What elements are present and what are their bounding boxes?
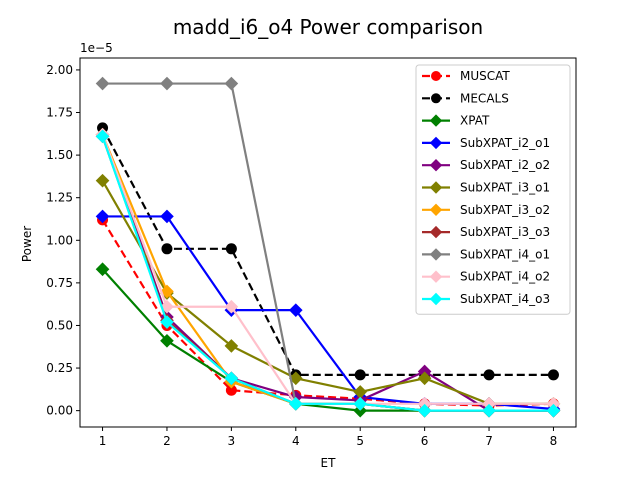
legend-label: XPAT — [460, 114, 490, 128]
data-point — [429, 114, 443, 127]
data-point — [353, 385, 368, 399]
data-point — [224, 371, 239, 386]
axes-frame — [79, 57, 577, 428]
x-tick-label: 7 — [485, 434, 493, 448]
data-point — [429, 159, 443, 172]
data-point — [429, 181, 443, 194]
data-point — [429, 225, 443, 239]
x-tick-label: 2 — [163, 434, 171, 448]
y-axis-label: Power — [20, 226, 34, 262]
series-line — [101, 127, 554, 376]
data-point — [431, 71, 441, 81]
data-point — [95, 173, 110, 188]
legend-label: SubXPAT_i4_o1 — [460, 247, 550, 261]
data-point — [353, 397, 368, 411]
x-tick-label: 5 — [356, 434, 364, 448]
data-point — [160, 76, 174, 91]
legend: MUSCAT MECALS XPAT SubXPAT_i2_o1 SubXPAT_i2_… — [415, 64, 571, 315]
x-tick-label: 6 — [421, 434, 429, 448]
data-point — [161, 243, 173, 255]
data-point — [417, 403, 432, 418]
x-axis-label: ET — [321, 456, 337, 470]
x-tick-label: 1 — [99, 434, 107, 448]
data-point — [224, 299, 239, 314]
data-point — [95, 262, 110, 277]
ticks-layer: 1 2 3 4 5 6 7 8 0.00 0.25 0.50 0.75 1.00 1.25 1.50 1.75… — [46, 63, 557, 448]
data-point — [225, 243, 237, 255]
legend-label: SubXPAT_i3_o1 — [460, 181, 550, 195]
data-point — [160, 333, 174, 348]
data-point — [429, 270, 443, 283]
data-point — [431, 93, 441, 104]
data-point — [160, 315, 174, 329]
data-point — [429, 203, 443, 216]
legend-label: SubXPAT_i4_o2 — [460, 270, 550, 284]
data-point — [417, 371, 432, 386]
series-layer — [95, 76, 561, 418]
data-point — [546, 403, 561, 418]
chart-title: madd_i6_o4 Power comparison — [173, 15, 483, 39]
legend-label: SubXPAT_i2_o1 — [460, 136, 550, 150]
y-tick-label: 1.00 — [46, 233, 73, 247]
x-tick-label: 8 — [550, 434, 558, 448]
legend-label: SubXPAT_i3_o2 — [460, 203, 550, 217]
data-point — [429, 292, 443, 306]
data-point — [225, 384, 237, 396]
data-point — [429, 136, 443, 150]
legend-label: MUSCAT — [460, 69, 510, 83]
legend-box — [415, 64, 571, 315]
data-point — [95, 209, 110, 224]
y-tick-label: 2.00 — [46, 63, 73, 77]
data-point — [95, 76, 110, 91]
y-tick-label: 1.75 — [46, 106, 73, 120]
data-point — [482, 403, 496, 418]
legend-label: SubXPAT_i4_o3 — [460, 292, 550, 306]
y-tick-label: 0.50 — [46, 318, 73, 332]
data-point — [224, 76, 239, 91]
y-axis-offset-label: 1e−5 — [80, 41, 113, 55]
y-tick-label: 0.75 — [46, 276, 73, 290]
series-subxpat-i4-o3 — [95, 129, 561, 418]
legend-label: SubXPAT_i3_o3 — [460, 225, 550, 239]
data-point — [547, 369, 559, 381]
data-point — [354, 369, 366, 381]
data-point — [483, 369, 495, 381]
data-point — [95, 129, 110, 144]
x-tick-label: 3 — [228, 434, 236, 448]
y-tick-label: 1.50 — [46, 148, 73, 162]
data-point — [160, 209, 174, 224]
series-line — [101, 180, 554, 405]
y-tick-label: 0.25 — [46, 361, 73, 375]
data-point — [224, 339, 239, 353]
y-tick-label: 1.25 — [46, 191, 73, 205]
data-point — [288, 303, 303, 317]
legend-label: MECALS — [460, 91, 509, 105]
data-point — [429, 248, 443, 261]
y-tick-label: 0.00 — [46, 404, 73, 418]
legend-label: SubXPAT_i2_o2 — [460, 158, 550, 172]
series-line — [101, 136, 554, 412]
data-point — [288, 397, 303, 411]
x-tick-label: 4 — [292, 434, 300, 448]
